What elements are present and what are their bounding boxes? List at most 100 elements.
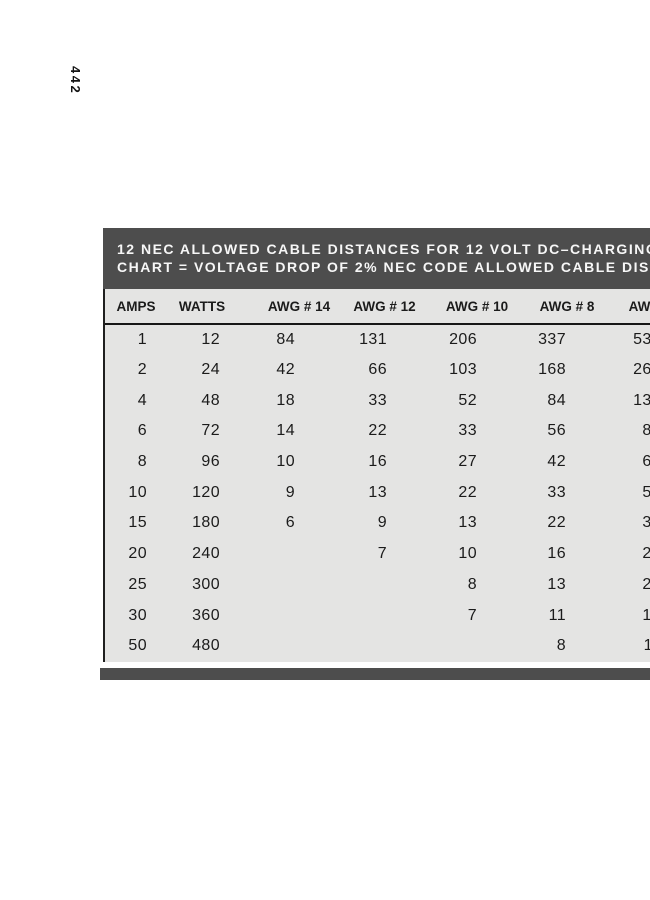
table-cell: 56 <box>547 422 566 440</box>
page-number: 442 <box>68 66 83 96</box>
table-cell <box>347 570 432 601</box>
table-cell: 96 <box>201 453 220 471</box>
table-cell: 42 <box>276 361 295 379</box>
table-cell: 2 <box>137 361 147 379</box>
table-cell: 131 <box>359 330 387 348</box>
table-cell <box>432 631 522 662</box>
table-cell: 9 <box>377 514 387 532</box>
table-cell: 13 <box>368 483 387 501</box>
table-cell <box>242 570 347 601</box>
table-cell: 30 <box>128 606 147 624</box>
table-row: 50 480 8 11 <box>105 631 650 662</box>
table-cell: 268 <box>633 361 650 379</box>
table-cell: 10 <box>458 545 477 563</box>
table-cell: 13 <box>547 575 566 593</box>
table-cell: 10 <box>276 453 295 471</box>
table-row: 1 12 84 131 206 337 537 <box>105 324 650 355</box>
table-row: 4 48 18 33 52 84 134 <box>105 385 650 416</box>
table-cell: 27 <box>642 545 650 563</box>
table-cell: 10 <box>128 483 147 501</box>
table-cell: 360 <box>192 606 220 624</box>
table-row: 6 72 14 22 33 56 89 <box>105 416 650 447</box>
table-cell: 8 <box>556 637 566 655</box>
table-cell: 33 <box>458 422 477 440</box>
table-cell: 18 <box>642 606 650 624</box>
table-row: 30 360 7 11 18 <box>105 600 650 631</box>
table-row: 8 96 10 16 27 42 67 <box>105 447 650 478</box>
column-header-awg8: AWG # 8 <box>522 289 612 325</box>
table-cell: 50 <box>128 637 147 655</box>
table-row: 2 24 42 66 103 168 268 <box>105 355 650 386</box>
table-row: 25 300 8 13 21 <box>105 570 650 601</box>
table-cell: 13 <box>458 514 477 532</box>
table-cell: 9 <box>285 483 295 501</box>
table-cell: 16 <box>547 545 566 563</box>
table-cell <box>242 631 347 662</box>
table-cell: 22 <box>458 483 477 501</box>
column-header-awg14: AWG # 14 <box>242 289 347 325</box>
table-cell: 18 <box>276 391 295 409</box>
column-header-awg6: AWG # 6 <box>612 289 650 325</box>
table-cell: 8 <box>137 453 147 471</box>
table-header: AMPS WATTS AWG # 14 AWG # 12 AWG # 10 AW… <box>105 289 650 325</box>
table-cell: 42 <box>547 453 566 471</box>
table-cell: 24 <box>201 361 220 379</box>
table-cell: 16 <box>368 453 387 471</box>
table-row: 10 120 9 13 22 33 53 <box>105 477 650 508</box>
table-cell <box>347 631 432 662</box>
bottom-shadow-bar <box>100 668 650 680</box>
table-cell: 240 <box>192 545 220 563</box>
chart-title-bar: 12 NEC ALLOWED CABLE DISTANCES FOR 12 VO… <box>103 228 650 289</box>
table-cell: 84 <box>276 330 295 348</box>
table-cell: 22 <box>368 422 387 440</box>
table-cell: 15 <box>128 514 147 532</box>
table-cell: 11 <box>548 606 566 624</box>
table-cell: 33 <box>368 391 387 409</box>
table-cell: 480 <box>192 637 220 655</box>
table-cell: 12 <box>201 330 220 348</box>
cable-distance-table-area: AMPS WATTS AWG # 14 AWG # 12 AWG # 10 AW… <box>103 289 650 662</box>
table-cell: 27 <box>458 453 477 471</box>
table-cell: 134 <box>633 391 650 409</box>
table-cell: 206 <box>449 330 477 348</box>
column-header-awg12: AWG # 12 <box>347 289 432 325</box>
table-cell: 6 <box>137 422 147 440</box>
table-cell: 52 <box>458 391 477 409</box>
chart-title-line-1: 12 NEC ALLOWED CABLE DISTANCES FOR 12 VO… <box>117 241 650 257</box>
table-cell: 1 <box>137 330 147 348</box>
table-cell: 25 <box>128 575 147 593</box>
table-cell: 120 <box>192 483 220 501</box>
table-row: 20 240 7 10 16 27 <box>105 539 650 570</box>
table-cell <box>347 600 432 631</box>
table-cell: 180 <box>192 514 220 532</box>
table-cell: 14 <box>276 422 295 440</box>
table-cell: 48 <box>201 391 220 409</box>
table-cell: 33 <box>547 483 566 501</box>
table-cell: 168 <box>538 361 566 379</box>
table-cell: 11 <box>643 637 650 655</box>
table-cell: 6 <box>285 514 295 532</box>
table-cell: 8 <box>467 575 477 593</box>
table-cell: 7 <box>377 545 387 563</box>
table-cell <box>242 600 347 631</box>
table-cell: 300 <box>192 575 220 593</box>
chart-title-line-2: CHART = VOLTAGE DROP OF 2% NEC CODE ALLO… <box>117 259 650 275</box>
table-body: 1128413120633753722442661031682684481833… <box>105 324 650 662</box>
column-header-awg10: AWG # 10 <box>432 289 522 325</box>
table-cell: 84 <box>547 391 566 409</box>
table-cell: 36 <box>642 514 650 532</box>
table-cell: 53 <box>642 483 650 501</box>
table-cell: 337 <box>538 330 566 348</box>
table-cell: 103 <box>449 361 477 379</box>
column-header-watts: WATTS <box>162 289 242 325</box>
table-cell: 72 <box>201 422 220 440</box>
table-cell: 22 <box>547 514 566 532</box>
column-header-amps: AMPS <box>105 289 162 325</box>
table-cell: 66 <box>368 361 387 379</box>
table-cell: 21 <box>642 575 650 593</box>
table-row: 15 180 6 9 13 22 36 <box>105 508 650 539</box>
table-cell: 7 <box>467 606 477 624</box>
table-cell: 89 <box>642 422 650 440</box>
header-row: AMPS WATTS AWG # 14 AWG # 12 AWG # 10 AW… <box>105 289 650 325</box>
